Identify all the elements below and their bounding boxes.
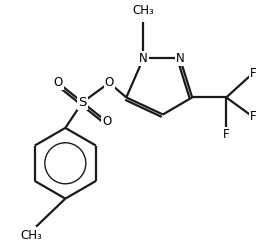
Text: N: N bbox=[139, 52, 148, 65]
Text: F: F bbox=[250, 66, 257, 80]
Text: O: O bbox=[102, 115, 111, 128]
Text: S: S bbox=[78, 96, 87, 109]
Text: F: F bbox=[223, 128, 230, 140]
Text: CH₃: CH₃ bbox=[132, 4, 154, 17]
Text: CH₃: CH₃ bbox=[20, 229, 42, 242]
Text: N: N bbox=[176, 52, 184, 65]
Text: O: O bbox=[53, 76, 63, 89]
Text: F: F bbox=[250, 110, 257, 124]
Text: O: O bbox=[105, 76, 114, 89]
